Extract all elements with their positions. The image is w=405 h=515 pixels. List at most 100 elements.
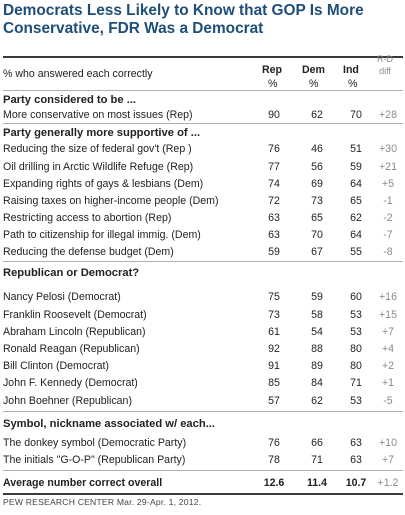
- rd-diff-value: +15: [379, 309, 397, 321]
- average-row: Average number correct overall 12.6 11.4 10…: [3, 475, 403, 491]
- table-row: Nancy Pelosi (Democrat) 75 59 60 +16: [3, 289, 403, 305]
- rd-diff-value: +16: [379, 291, 397, 303]
- row-label: Average number correct overall: [3, 477, 163, 489]
- ind-value: 71: [350, 377, 362, 389]
- table-row: Restricting access to abortion (Rep) 63 65…: [3, 210, 403, 226]
- rep-value: 76: [268, 437, 280, 449]
- row-label: Reducing the defense budget (Dem): [3, 246, 174, 258]
- row-label: Ronald Reagan (Republican): [3, 343, 140, 355]
- header-rep-pct: %: [268, 78, 278, 90]
- dem-value: 54: [311, 326, 323, 338]
- dem-value: 11.4: [306, 477, 328, 489]
- row-label: John Boehner (Republican): [3, 395, 132, 407]
- row-label: Raising taxes on higher-income people (D…: [3, 195, 219, 207]
- rep-value: 78: [268, 454, 280, 466]
- section-heading: Party generally more supportive of ...: [3, 125, 403, 141]
- header-rep: Rep: [262, 64, 283, 76]
- row-label: Bill Clinton (Democrat): [3, 360, 109, 372]
- header-ind-pct: %: [348, 78, 358, 90]
- chart-title: Democrats Less Likely to Know that GOP I…: [3, 2, 364, 37]
- rep-value: 59: [268, 246, 280, 258]
- ind-value: 53: [350, 309, 362, 321]
- rd-diff-value: +28: [379, 109, 397, 121]
- rep-value: 72: [268, 195, 280, 207]
- dem-value: 62: [311, 395, 323, 407]
- section-heading: Party considered to be ...: [3, 92, 403, 108]
- table-row: Reducing the defense budget (Dem) 59 67 55 -…: [3, 244, 403, 260]
- header-dem: Dem: [302, 64, 325, 76]
- row-label: Nancy Pelosi (Democrat): [3, 291, 121, 303]
- row-label: Restricting access to abortion (Rep): [3, 212, 172, 224]
- ind-value: 51: [350, 143, 362, 155]
- section-rule: [3, 90, 403, 91]
- table-row: Abraham Lincoln (Republican) 61 54 53 +7: [3, 324, 403, 340]
- row-label: More conservative on most issues (Rep): [3, 109, 193, 121]
- rep-value: 63: [268, 229, 280, 241]
- row-label: Franklin Roosevelt (Democrat): [3, 309, 147, 321]
- rep-value: 91: [268, 360, 280, 372]
- ind-value: 55: [350, 246, 362, 258]
- table-row: Expanding rights of gays & lesbians (Dem…: [3, 176, 403, 192]
- dem-value: 89: [311, 360, 323, 372]
- rd-diff-value: -2: [383, 212, 393, 224]
- table-row: The initials "G-O-P" (Republican Party) 7…: [3, 452, 403, 468]
- dem-value: 46: [311, 143, 323, 155]
- rd-diff-value: -1: [383, 195, 393, 207]
- ind-value: 65: [350, 195, 362, 207]
- rd-diff-value: +1: [381, 377, 395, 389]
- rep-value: 75: [268, 291, 280, 303]
- rep-value: 57: [268, 395, 280, 407]
- row-label: John F. Kennedy (Democrat): [3, 377, 138, 389]
- table-row: Ronald Reagan (Republican) 92 88 80 +4: [3, 341, 403, 357]
- section-rule: [3, 411, 403, 412]
- table-row: John F. Kennedy (Democrat) 85 84 71 +1: [3, 375, 403, 391]
- section-heading-label: Republican or Democrat?: [3, 267, 140, 279]
- source-footer: PEW RESEARCH CENTER Mar. 29-Apr. 1, 2012…: [3, 497, 202, 507]
- rep-value: 85: [268, 377, 280, 389]
- dem-value: 71: [311, 454, 323, 466]
- table-row: Franklin Roosevelt (Democrat) 73 58 53 +15: [3, 307, 403, 323]
- rd-diff-value: +30: [379, 143, 397, 155]
- section-rule: [3, 123, 403, 124]
- dem-value: 58: [311, 309, 323, 321]
- dem-value: 69: [311, 178, 323, 190]
- row-label: Reducing the size of federal gov't (Rep …: [3, 143, 192, 155]
- dem-value: 59: [311, 291, 323, 303]
- table-row: John Boehner (Republican) 57 62 53 -5: [3, 393, 403, 409]
- row-label: Expanding rights of gays & lesbians (Dem…: [3, 178, 204, 190]
- average-rule: [3, 470, 403, 471]
- section-rule: [3, 261, 403, 262]
- rd-diff-value: +4: [381, 343, 395, 355]
- ind-value: 63: [350, 437, 362, 449]
- dem-value: 88: [311, 343, 323, 355]
- table-row: More conservative on most issues (Rep) 90…: [3, 107, 403, 123]
- table-row: Path to citizenship for illegal immig. (…: [3, 227, 403, 243]
- header-top-rule: [3, 56, 403, 58]
- ind-value: 53: [350, 395, 362, 407]
- rep-value: 63: [268, 212, 280, 224]
- table-row: Bill Clinton (Democrat) 91 89 80 +2: [3, 358, 403, 374]
- ind-value: 62: [350, 212, 362, 224]
- section-heading-label: Symbol, nickname associated w/ each...: [3, 418, 216, 430]
- rep-value: 12.6: [263, 477, 285, 489]
- header-note: % who answered each correctly: [3, 68, 153, 80]
- table-row: Oil drilling in Arctic Wildlife Refuge (…: [3, 159, 403, 175]
- ind-value: 64: [350, 229, 362, 241]
- row-label: Path to citizenship for illegal immig. (…: [3, 229, 201, 241]
- rd-diff-value: +21: [379, 161, 397, 173]
- ind-value: 80: [350, 343, 362, 355]
- row-label: The initials "G-O-P" (Republican Party): [3, 454, 186, 466]
- rd-diff-value: +1.2: [377, 477, 399, 489]
- row-label: The donkey symbol (Democratic Party): [3, 437, 187, 449]
- header-ind: Ind: [343, 64, 359, 76]
- section-heading: Symbol, nickname associated w/ each...: [3, 416, 403, 432]
- ind-value: 70: [350, 109, 362, 121]
- rep-value: 61: [268, 326, 280, 338]
- ind-value: 80: [350, 360, 362, 372]
- rd-diff-value: +10: [379, 437, 397, 449]
- table-row: The donkey symbol (Democratic Party) 76 66…: [3, 435, 403, 451]
- ind-value: 63: [350, 454, 362, 466]
- rd-diff-value: +7: [381, 326, 395, 338]
- ind-value: 10.7: [345, 477, 367, 489]
